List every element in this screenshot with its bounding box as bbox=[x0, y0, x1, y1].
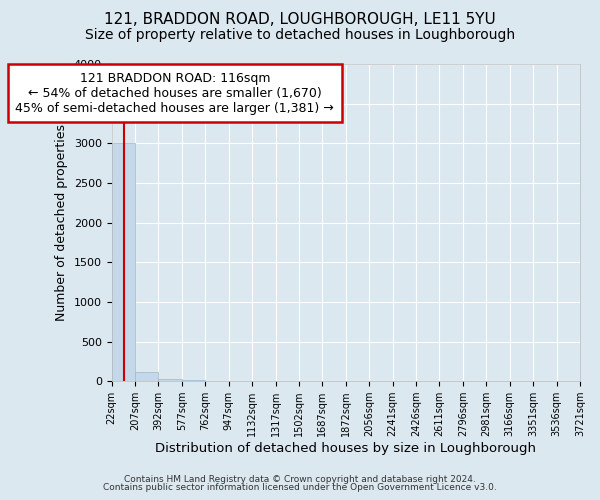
Y-axis label: Number of detached properties: Number of detached properties bbox=[55, 124, 68, 321]
X-axis label: Distribution of detached houses by size in Loughborough: Distribution of detached houses by size … bbox=[155, 442, 536, 455]
Bar bbox=[158, 379, 182, 381]
Text: 121 BRADDON ROAD: 116sqm
← 54% of detached houses are smaller (1,670)
45% of sem: 121 BRADDON ROAD: 116sqm ← 54% of detach… bbox=[16, 72, 334, 115]
Bar bbox=[112, 144, 135, 381]
Text: Contains public sector information licensed under the Open Government Licence v3: Contains public sector information licen… bbox=[103, 484, 497, 492]
Text: Contains HM Land Registry data © Crown copyright and database right 2024.: Contains HM Land Registry data © Crown c… bbox=[124, 475, 476, 484]
Bar bbox=[135, 372, 158, 381]
Bar bbox=[205, 380, 229, 381]
Bar bbox=[182, 380, 205, 381]
Text: 121, BRADDON ROAD, LOUGHBOROUGH, LE11 5YU: 121, BRADDON ROAD, LOUGHBOROUGH, LE11 5Y… bbox=[104, 12, 496, 28]
Text: Size of property relative to detached houses in Loughborough: Size of property relative to detached ho… bbox=[85, 28, 515, 42]
